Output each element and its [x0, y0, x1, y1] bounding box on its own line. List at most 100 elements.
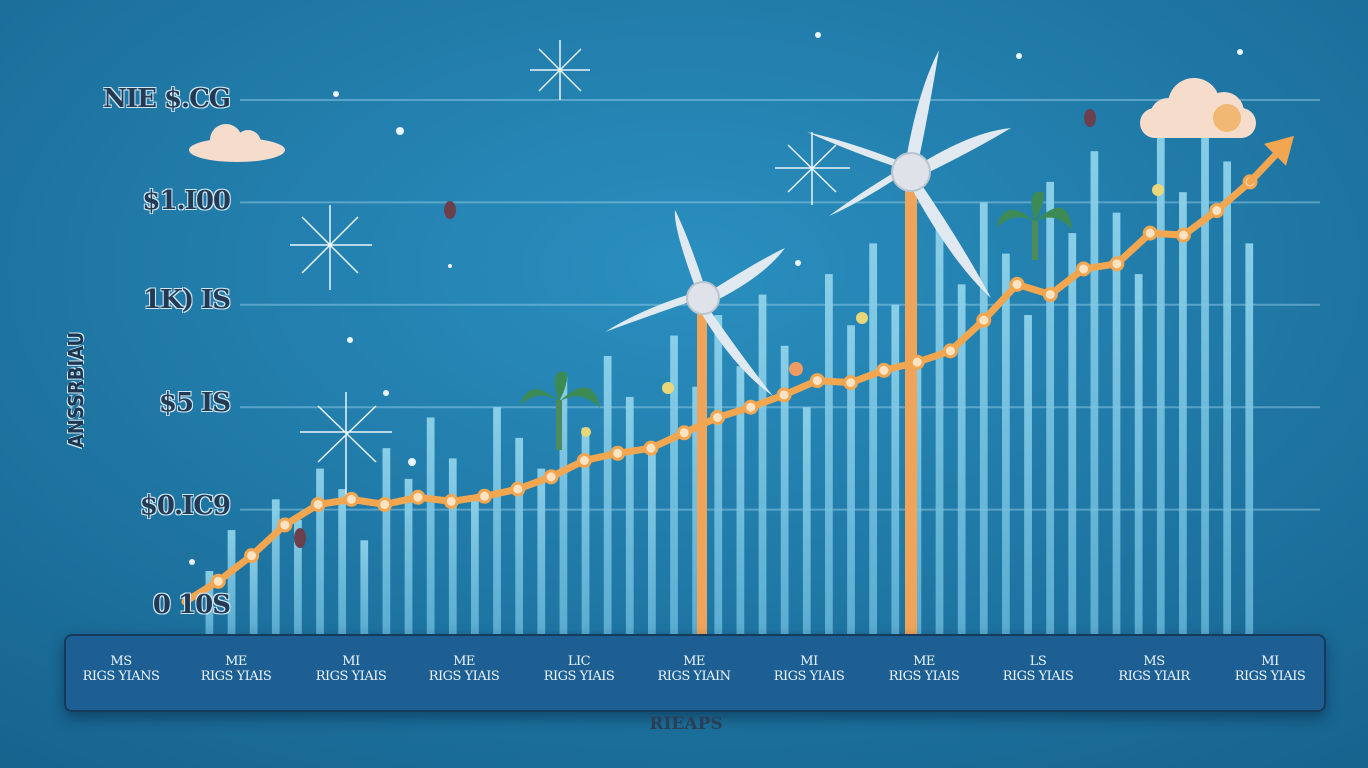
x-tick-label: LS RIGS YIAIS — [988, 654, 1088, 684]
data-point — [710, 409, 725, 425]
background-bar — [670, 335, 678, 634]
x-tick-line2: RIGS YIAIS — [543, 669, 615, 684]
wind-turbine-icon — [605, 210, 785, 634]
background-bar — [1024, 315, 1032, 634]
series-points — [210, 140, 1290, 589]
background-bar — [360, 540, 369, 634]
background-bar — [404, 478, 413, 634]
bird-icon — [294, 109, 1096, 548]
x-tick-line2: RIGS YIAIS — [1234, 669, 1306, 684]
background-bar — [448, 458, 457, 634]
x-tick-line1: LIC — [567, 654, 591, 669]
x-tick-line2: RIGS YIANS — [82, 669, 160, 684]
data-point — [676, 425, 692, 441]
x-tick-label: ME RIGS YIAIS — [874, 654, 974, 684]
data-point — [809, 373, 825, 389]
y-tick-label: 1K) IS — [143, 285, 231, 315]
data-point — [942, 343, 958, 359]
background-bar — [316, 468, 324, 634]
data-point — [377, 496, 393, 512]
x-tick-line1: LS — [1029, 654, 1047, 669]
background-bar — [1179, 192, 1187, 634]
x-tick-line2: RIGS YIAIS — [315, 669, 387, 684]
x-tick-label: MI RIGS YIAIS — [1220, 654, 1320, 684]
background-bar — [1046, 181, 1055, 635]
background-bar — [648, 448, 656, 634]
x-tick-line1: MS — [110, 654, 132, 669]
background-bar — [515, 437, 524, 634]
y-tick-label: 0 10S — [152, 590, 231, 620]
background-bar — [780, 345, 789, 634]
x-tick-line2: RIGS YIAIS — [200, 669, 272, 684]
data-point — [909, 354, 925, 370]
data-point — [843, 375, 859, 391]
background-bar — [1112, 212, 1121, 634]
background-bar — [957, 284, 966, 634]
x-tick-line1: ME — [683, 654, 705, 669]
background-bar — [1156, 130, 1165, 634]
background-bar — [1134, 274, 1143, 634]
background-bar — [471, 499, 479, 634]
data-point — [1209, 203, 1225, 219]
y-tick-label: $1.I00 — [142, 186, 231, 216]
background-bar — [1090, 151, 1099, 634]
data-point — [210, 573, 226, 589]
data-point — [1042, 287, 1058, 303]
background-bar — [692, 386, 701, 634]
data-point — [976, 312, 992, 328]
background-bar — [294, 519, 302, 634]
background-bar — [1223, 161, 1232, 634]
x-tick-label: MS RIGS YIANS — [71, 654, 171, 684]
data-point — [1142, 225, 1158, 241]
data-point — [610, 445, 626, 461]
data-point — [310, 496, 326, 512]
palm-tree-icon — [996, 191, 1072, 260]
x-tick-line1: MI — [1261, 654, 1279, 669]
x-axis-label: RIEAPS — [649, 714, 723, 734]
x-tick-label: ME RIGS YIAIS — [186, 654, 286, 684]
sparkle-icon — [290, 40, 850, 500]
cloud-icon — [189, 124, 285, 162]
x-tick-line2: RIGS YIAIS — [888, 669, 960, 684]
x-tick-label: MS RIGS YIAIR — [1104, 654, 1204, 684]
glow-icon — [789, 362, 803, 376]
x-tick-line1: ME — [913, 654, 935, 669]
x-tick-line2: RIGS YIAIN — [657, 669, 731, 684]
data-point — [510, 481, 526, 497]
data-point — [477, 488, 493, 504]
background-bar — [1002, 253, 1010, 634]
data-point — [1076, 261, 1092, 277]
x-tick-line2: RIGS YIAIS — [1002, 669, 1074, 684]
background-bar — [581, 427, 590, 634]
x-tick-line1: MS — [1143, 654, 1165, 669]
background-bar — [736, 366, 745, 634]
background-bar — [913, 356, 922, 634]
x-axis-band: MS RIGS YIANS ME RIGS YIAIS MI RIGS YIAIS M… — [64, 634, 1326, 712]
data-point — [1109, 256, 1125, 272]
data-point — [277, 517, 293, 533]
background-bar — [1245, 243, 1254, 635]
data-point — [576, 452, 592, 468]
background-bar — [271, 499, 280, 634]
x-tick-line1: MI — [800, 654, 818, 669]
background-bar — [426, 417, 435, 634]
wind-turbine-icon — [807, 50, 1011, 634]
x-tick-line1: MI — [342, 654, 360, 669]
data-point — [244, 548, 260, 564]
x-tick-label: MI RIGS YIAIS — [759, 654, 859, 684]
background-bar — [603, 356, 612, 634]
data-point — [443, 493, 459, 509]
glow-icon — [581, 184, 1164, 437]
y-tick-label: $5 IS — [158, 388, 231, 418]
background-bar — [935, 222, 944, 634]
x-tick-line2: RIGS YIAIR — [1118, 669, 1190, 684]
background-bar — [249, 550, 258, 634]
background-bar — [537, 468, 546, 634]
x-tick-line2: RIGS YIAIS — [773, 669, 845, 684]
data-point — [643, 440, 659, 456]
data-point — [343, 491, 359, 507]
background-bar — [979, 202, 988, 634]
background-bar — [802, 407, 811, 634]
background-bar — [847, 325, 855, 634]
background-bar — [891, 304, 900, 634]
